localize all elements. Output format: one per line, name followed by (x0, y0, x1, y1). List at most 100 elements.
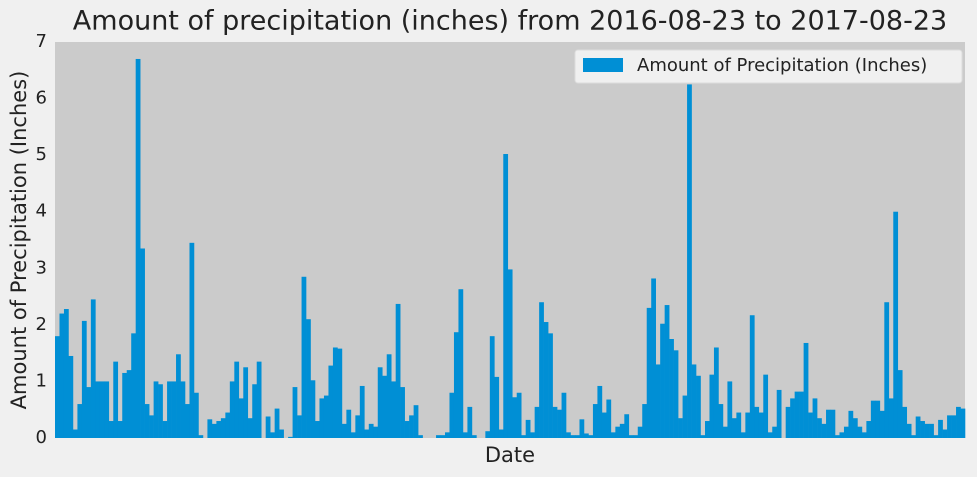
bar (709, 374, 715, 438)
y-axis-label: Amount of Precipitation (Inches) (7, 71, 31, 410)
bar (521, 435, 526, 438)
bar (597, 385, 603, 438)
bar (220, 418, 226, 438)
bar (687, 84, 692, 438)
bar (736, 412, 742, 438)
bar (77, 404, 83, 438)
bar (700, 435, 706, 438)
bar (270, 432, 275, 438)
bar (933, 435, 939, 438)
bar (651, 278, 656, 438)
bar (664, 305, 670, 438)
bar (906, 423, 912, 438)
bar (323, 395, 329, 438)
y-tick-label: 7 (36, 31, 47, 52)
bar (216, 421, 222, 438)
bar (265, 416, 271, 438)
bar (830, 409, 836, 438)
bar (727, 381, 733, 438)
bar (660, 323, 665, 438)
bar (440, 435, 446, 438)
x-axis-label: Date (485, 443, 535, 467)
bar (839, 432, 845, 438)
bar (297, 415, 302, 438)
bar (81, 320, 87, 438)
bar (341, 423, 347, 438)
bar (548, 333, 553, 438)
bar (359, 385, 365, 438)
bar (211, 423, 217, 438)
bar (489, 336, 495, 438)
bar (350, 432, 356, 438)
bar (364, 429, 370, 438)
bar (960, 408, 966, 438)
bar (924, 423, 930, 438)
bar (731, 418, 737, 438)
bar (207, 419, 213, 438)
bar (696, 375, 701, 438)
bar (413, 405, 419, 438)
bar (315, 421, 320, 438)
bar (722, 426, 728, 438)
bar (557, 409, 562, 438)
bar (462, 432, 468, 438)
bar (158, 384, 163, 438)
bar (588, 435, 594, 438)
bar (445, 432, 450, 438)
bar (198, 435, 204, 438)
bar (552, 406, 558, 438)
bar (404, 421, 410, 438)
bar (749, 315, 755, 438)
legend-swatch (583, 58, 623, 72)
bar (292, 387, 298, 438)
bar (835, 435, 840, 438)
bar (884, 302, 890, 438)
bar (126, 370, 132, 438)
bar (494, 376, 500, 438)
bar (637, 426, 643, 438)
bar (893, 211, 899, 438)
bar (449, 392, 455, 438)
bar (758, 412, 764, 438)
chart-title: Amount of precipitation (inches) from 20… (73, 6, 947, 37)
bar (575, 435, 580, 438)
bar (534, 406, 540, 438)
bar (193, 392, 199, 438)
y-tick-label: 2 (36, 314, 47, 335)
bar (861, 432, 867, 438)
bar (794, 391, 800, 438)
legend-label: Amount of Precipitation (Inches) (637, 55, 927, 76)
y-tick-label: 5 (36, 144, 47, 165)
bar (373, 426, 379, 438)
bar (310, 380, 316, 438)
bar (288, 436, 293, 438)
bar (857, 426, 863, 438)
bar (516, 392, 522, 438)
bar (713, 347, 719, 438)
bar (951, 415, 957, 438)
bar (95, 381, 101, 438)
bar (561, 392, 567, 438)
bar (583, 433, 589, 438)
bar (843, 426, 849, 438)
bar (754, 406, 760, 438)
bar (705, 421, 710, 438)
bar (947, 415, 952, 438)
bar (471, 435, 477, 438)
bar (826, 409, 831, 438)
y-tick-label: 6 (36, 88, 47, 109)
bar (301, 276, 307, 438)
bar (243, 367, 249, 438)
bar (72, 429, 78, 438)
bar (256, 361, 262, 438)
bar (915, 416, 921, 438)
bar (355, 415, 361, 438)
bar (144, 404, 150, 438)
bar (615, 426, 621, 438)
bar (624, 414, 630, 438)
bar (238, 398, 244, 438)
bar (319, 398, 325, 438)
bar (386, 354, 392, 438)
bar (99, 381, 105, 438)
bar (539, 302, 544, 438)
